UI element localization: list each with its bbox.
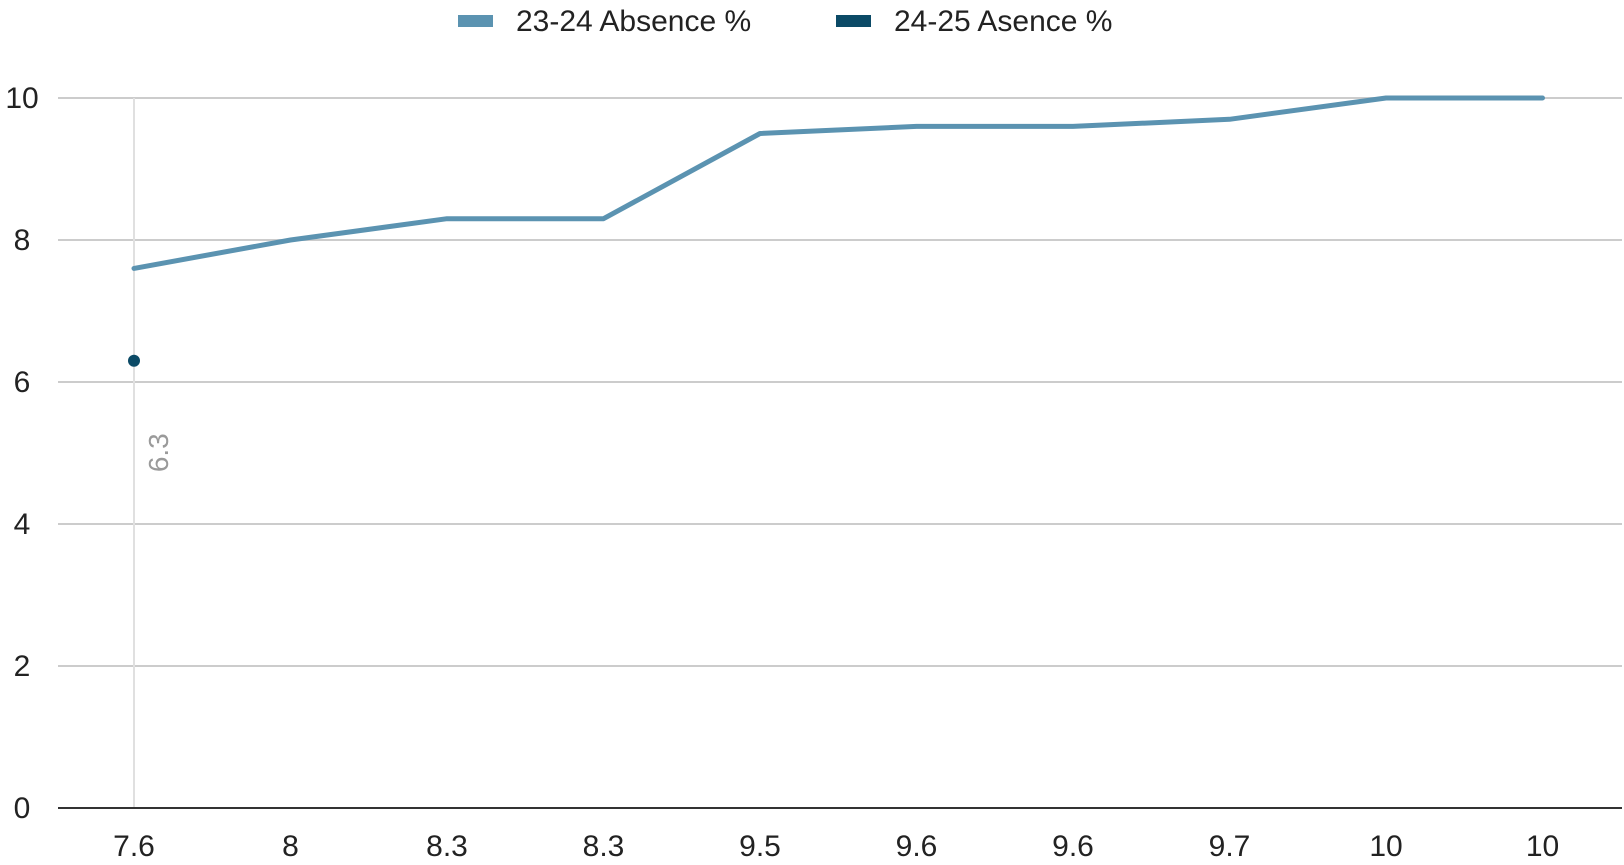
legend: 23-24 Absence % 24-25 Asence % [458, 5, 1112, 38]
data-label: 6.3 [143, 433, 174, 472]
x-tick-label: 8.3 [583, 830, 625, 863]
x-tick-label: 9.5 [739, 830, 781, 863]
x-axis: 7.6 8 8.3 8.3 9.5 9.6 9.6 9.7 10 10 [58, 807, 1622, 863]
y-tick-label: 6 [14, 366, 31, 399]
y-axis: 0 2 4 6 8 10 [5, 82, 38, 825]
y-tick-label: 8 [14, 224, 31, 257]
legend-swatch-2 [836, 15, 871, 27]
series-line-1 [131, 95, 1545, 271]
x-tick-label: 8 [282, 830, 299, 863]
x-tick-label: 9.6 [1052, 830, 1094, 863]
x-tick-label: 8.3 [426, 830, 468, 863]
x-tick-label: 7.6 [113, 830, 155, 863]
grid-lines [58, 97, 1622, 667]
x-tick-label: 9.7 [1209, 830, 1251, 863]
legend-swatch-1 [458, 15, 493, 27]
data-labels: 6.3 [143, 433, 174, 472]
y-tick-label: 0 [14, 792, 31, 825]
x-tick-label: 10 [1369, 830, 1402, 863]
legend-label-2: 24-25 Asence % [894, 5, 1112, 38]
series-group [128, 95, 1545, 367]
y-tick-label: 2 [14, 650, 31, 683]
legend-label-1: 23-24 Absence % [516, 5, 751, 38]
y-tick-label: 4 [14, 508, 31, 541]
x-tick-label: 9.6 [896, 830, 938, 863]
y-tick-label: 10 [5, 82, 38, 115]
x-tick-label: 10 [1526, 830, 1559, 863]
series-point-2 [128, 354, 140, 367]
